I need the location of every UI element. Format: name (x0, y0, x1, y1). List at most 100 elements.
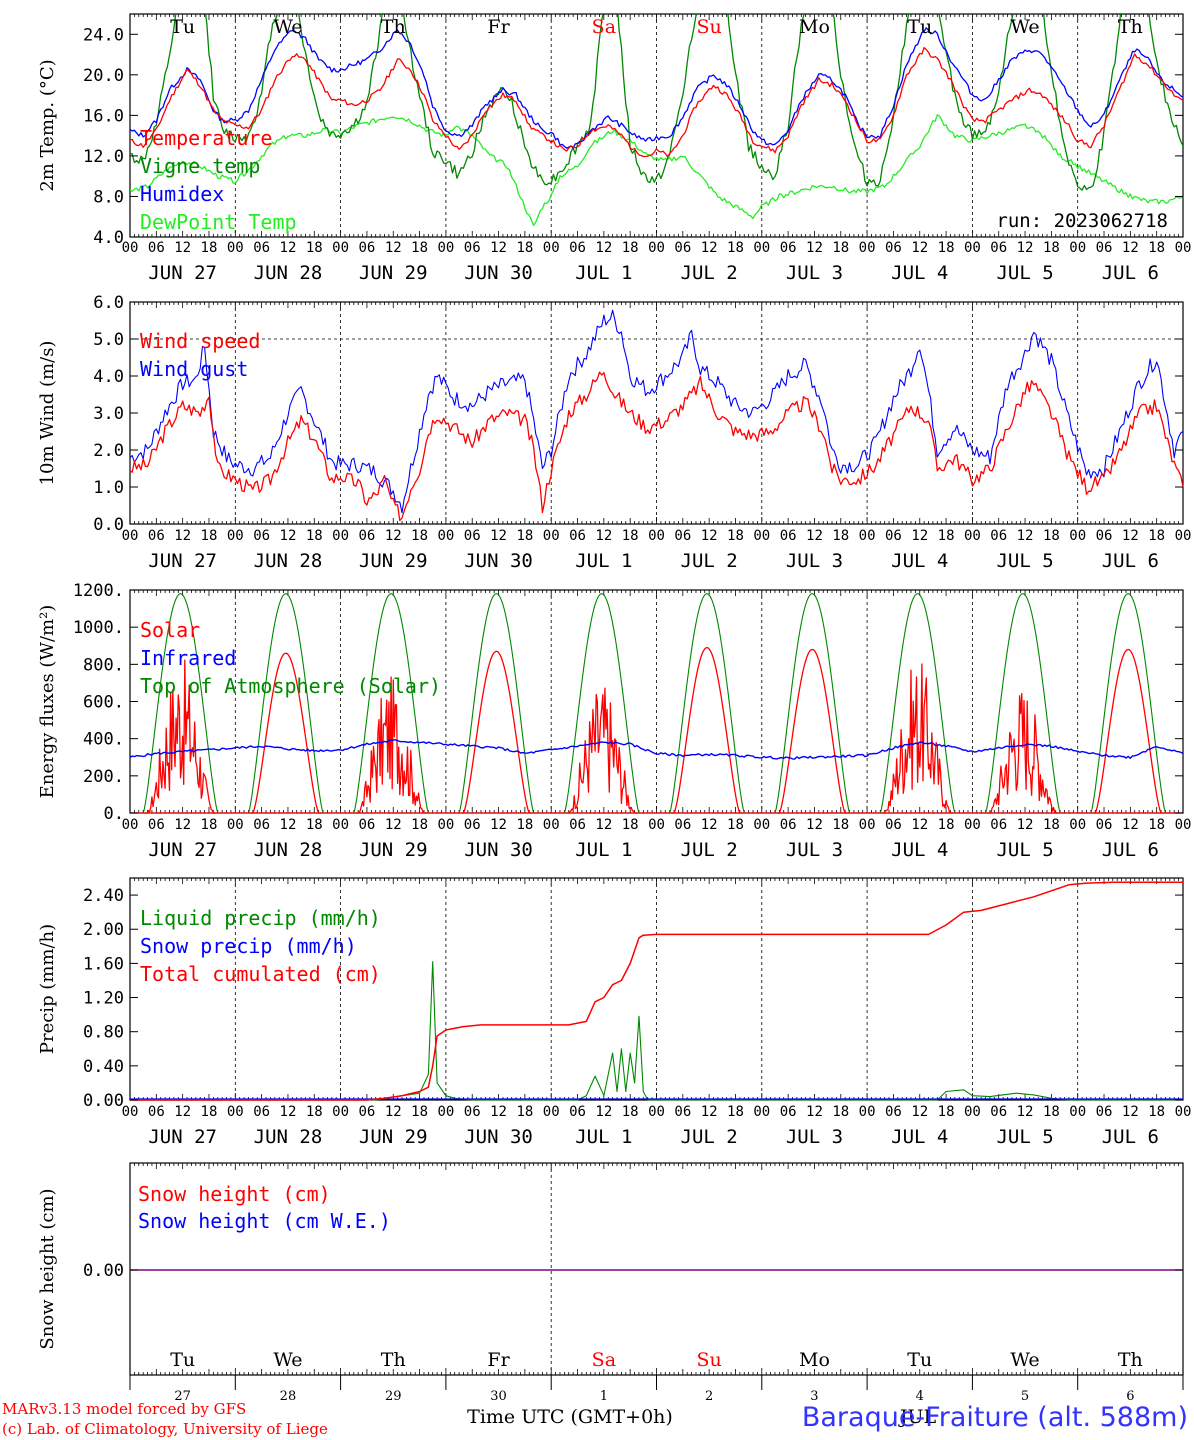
date-label: JUN 29 (359, 1126, 428, 1148)
date-label: JUL 3 (786, 550, 843, 572)
hour-tick-label: 00 (648, 528, 665, 544)
hour-tick-label: 06 (358, 817, 375, 833)
legend-entry: Snow height (cm) (138, 1182, 331, 1206)
day-number-label: 4 (916, 1389, 924, 1404)
hour-tick-label: 06 (569, 528, 586, 544)
hour-tick-label: 00 (964, 528, 981, 544)
y-axis-label: Energy fluxes (W/m²) (37, 605, 58, 799)
hour-tick-label: 12 (806, 817, 823, 833)
hour-tick-label: 00 (227, 528, 244, 544)
hour-tick-label: 12 (1017, 817, 1034, 833)
hour-tick-label: 18 (201, 240, 218, 256)
date-label: JUL 4 (891, 550, 948, 572)
series-line-humidex (130, 27, 1183, 149)
y-tick-label: 1.60 (83, 954, 124, 974)
hour-tick-label: 12 (595, 528, 612, 544)
date-label: JUN 29 (359, 839, 428, 861)
hour-tick-label: 00 (332, 240, 349, 256)
hour-tick-label: 18 (727, 817, 744, 833)
series-line-toa-day-10 (1090, 593, 1167, 814)
hour-tick-label: 18 (938, 1104, 955, 1120)
series-line-solar-day-7 (777, 648, 848, 814)
hour-tick-label: 00 (1175, 1104, 1192, 1120)
hour-tick-label: 12 (595, 1104, 612, 1120)
date-label: JUL 3 (786, 1126, 843, 1148)
series-line-toa-day-9 (985, 593, 1061, 814)
hour-tick-label: 00 (1069, 817, 1086, 833)
weekday-label: Fr (487, 1349, 510, 1371)
weekday-label: Mo (799, 1349, 830, 1371)
hour-tick-label: 06 (464, 528, 481, 544)
hour-tick-label: 06 (253, 528, 270, 544)
hour-tick-label: 06 (990, 240, 1007, 256)
legend-entry: Top of Atmosphere (Solar) (140, 674, 441, 698)
hour-tick-label: 18 (201, 817, 218, 833)
series-line-toa-day-4 (458, 593, 535, 814)
panel-1: 00 06 12 18 JUN 27 00 06 12 18 JUN 28 00 06 12 18 JUN … (37, 13, 1191, 284)
series-line-vigne-temp (130, 14, 1183, 191)
hour-tick-label: 06 (358, 240, 375, 256)
hour-tick-label: 18 (622, 240, 639, 256)
hour-tick-label: 00 (437, 817, 454, 833)
hour-tick-label: 18 (201, 1104, 218, 1120)
panel-2: 00 06 12 18 JUN 27 00 06 12 18 JUN 28 00 06 12 18 JUN … (37, 293, 1191, 572)
hour-tick-label: 00 (859, 240, 876, 256)
hour-tick-label: 18 (411, 528, 428, 544)
y-tick-label: 3.0 (93, 404, 124, 424)
date-label: JUL 6 (1102, 550, 1159, 572)
hour-tick-label: 18 (727, 240, 744, 256)
hour-tick-label: 18 (306, 1104, 323, 1120)
y-tick-label: 0.0 (93, 515, 124, 535)
hour-tick-label: 06 (464, 1104, 481, 1120)
hour-tick-label: 00 (332, 528, 349, 544)
hour-tick-label: 00 (543, 528, 560, 544)
date-label: JUL 2 (681, 839, 738, 861)
hour-tick-label: 12 (1017, 1104, 1034, 1120)
run-label: run: 2023062718 (996, 210, 1168, 232)
hour-tick-label: 00 (1069, 528, 1086, 544)
hour-tick-label: 06 (990, 528, 1007, 544)
hour-tick-label: 06 (674, 1104, 691, 1120)
credit-line-1: MARv3.13 model forced by GFS (2, 1400, 246, 1418)
day-number-label: 1 (600, 1389, 608, 1404)
hour-tick-label: 00 (437, 528, 454, 544)
hour-tick-label: 12 (1122, 817, 1139, 833)
hour-tick-label: 06 (990, 817, 1007, 833)
hour-tick-label: 00 (859, 1104, 876, 1120)
date-label: JUN 27 (148, 550, 217, 572)
weekday-label: We (273, 16, 302, 38)
date-label: JUL 4 (891, 839, 948, 861)
hour-tick-label: 00 (543, 1104, 560, 1120)
y-tick-label: 1000. (73, 618, 124, 638)
panel-frame (129, 589, 1184, 814)
hour-tick-label: 06 (1096, 528, 1113, 544)
hour-tick-label: 18 (832, 817, 849, 833)
weekday-label: Sa (592, 16, 616, 38)
y-tick-label: 8.0 (93, 187, 124, 207)
series-line-liquid-precip (130, 961, 1183, 1101)
hour-tick-label: 06 (358, 1104, 375, 1120)
hour-tick-label: 00 (227, 1104, 244, 1120)
y-axis-label: 2m Temp. (°C) (37, 59, 58, 191)
hour-tick-label: 00 (437, 240, 454, 256)
hour-tick-label: 06 (780, 1104, 797, 1120)
series-line-toa-day-5 (563, 593, 640, 814)
date-label: JUN 28 (254, 550, 323, 572)
hour-tick-label: 18 (1148, 817, 1165, 833)
hour-tick-label: 18 (832, 240, 849, 256)
series-group (130, 14, 1183, 227)
y-tick-label: 0.00 (83, 1091, 124, 1111)
legend-entry: Temperature (140, 126, 272, 150)
series-line-solar-day-5 (566, 687, 637, 814)
date-label: JUL 6 (1102, 262, 1159, 284)
station-label: Baraque-Fraiture (alt. 588m) (802, 1402, 1188, 1433)
legend-entry: Infrared (140, 646, 236, 670)
hour-tick-label: 12 (174, 528, 191, 544)
day-number-label: 29 (385, 1389, 402, 1404)
weekday-label: Fr (487, 16, 510, 38)
hour-tick-label: 00 (753, 1104, 770, 1120)
hour-tick-label: 12 (1122, 528, 1139, 544)
hour-tick-label: 18 (1043, 528, 1060, 544)
hour-tick-label: 12 (701, 528, 718, 544)
